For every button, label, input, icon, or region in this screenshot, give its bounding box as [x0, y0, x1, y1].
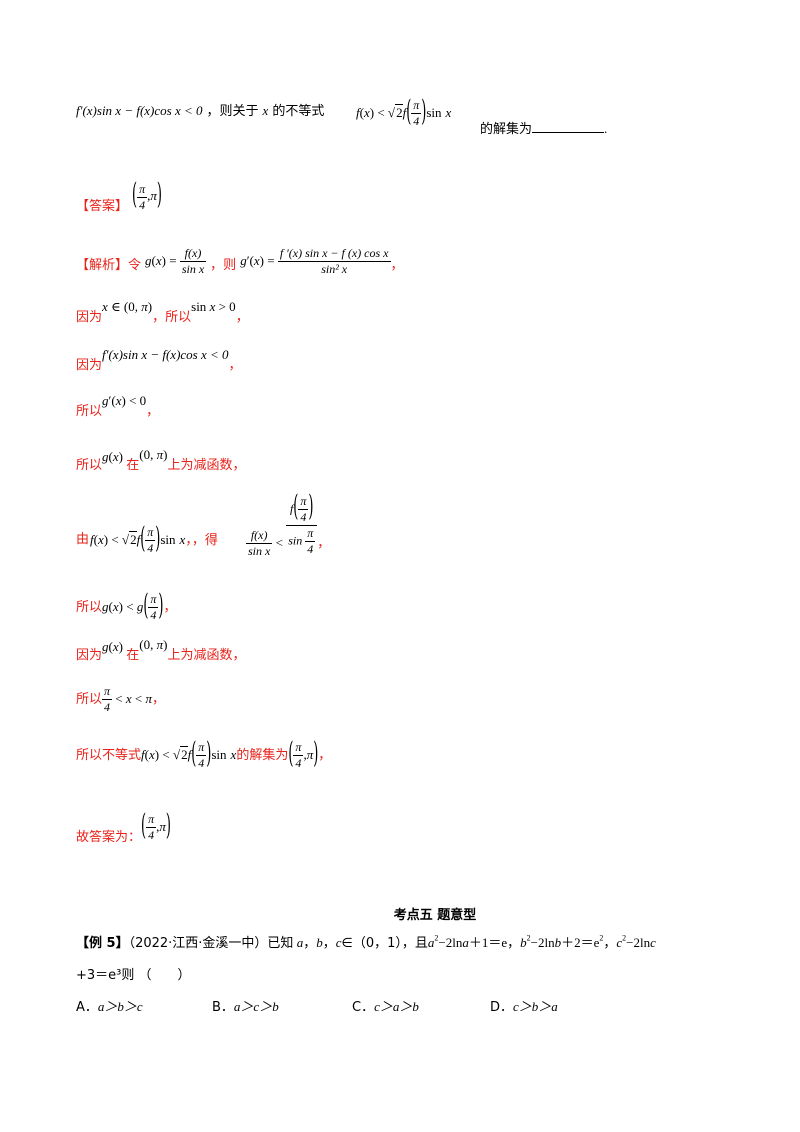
text-suoyi-budengshi: 所以不等式 — [76, 748, 142, 764]
text-ling: 令 — [128, 258, 142, 274]
var-x: x — [262, 103, 269, 118]
analysis-line-4: 所以g′(x) < 0， — [76, 393, 160, 419]
section-title-text: 考点五 题意型 — [393, 908, 477, 923]
text-yinwei-1: 因为 — [76, 310, 103, 325]
text-suoyi-3: 所以 — [76, 458, 103, 473]
question-line: f′(x)sin x − f(x)cos x < 0 ，则关于 x 的不等式 — [76, 100, 324, 120]
example-rest: ，且 — [401, 936, 428, 951]
analysis-ineq-2: f(x) sin x < f(π 4) sin π 4， — [246, 491, 331, 558]
analysis-line-3: 因为f′(x)sin x − f(x)cos x < 0， — [76, 347, 242, 373]
inequality-formula: f(x) < √2f(π 4)sin x — [356, 96, 452, 130]
answer-label: 【答案】 — [76, 199, 129, 215]
analysis-line-6: 由 — [76, 494, 89, 547]
option-b-letter: B． — [212, 1000, 234, 1015]
answer-blank — [532, 120, 605, 133]
options-row: A．a＞b＞c B．a＞c＞b C．c＞a＞b D．c＞b＞a — [76, 996, 776, 1016]
option-d-letter: D． — [490, 1000, 514, 1015]
option-b-text: a＞c＞b — [233, 999, 279, 1014]
text-you: 由 — [76, 532, 90, 547]
text-decreasing-2: 上为减函数 — [167, 648, 233, 663]
text-zai-1: 在 — [126, 458, 140, 473]
analysis-ineq-1: f(x) < √2f(π 4)sin x，，得 — [90, 523, 218, 557]
example-line-1: 【例 5】（2022·江西·金溪一中）已知 a，b，c∈（0，1），且a2−2l… — [76, 933, 656, 951]
analysis-label: 【解析】 — [76, 258, 129, 274]
option-d[interactable]: D．c＞b＞a — [490, 996, 558, 1016]
analysis-line-1: 【解析】令 g(x) = f(x) sin x ，则 g′(x) = f ′(x)… — [76, 246, 404, 276]
text-decreasing-1: 上为减函数 — [167, 458, 233, 473]
option-d-text: c＞b＞a — [513, 999, 558, 1014]
end-dot: . — [604, 121, 608, 136]
analysis-line-9: 所以 π 4 < x < π， — [76, 684, 166, 714]
premise-formula: f′(x)sin x − f(x)cos x < 0 — [76, 103, 203, 118]
example-label: 【例 5】 — [76, 936, 129, 951]
premise-repeat: f′(x)sin x − f(x)cos x < 0 — [102, 347, 229, 362]
analysis-line-2: 因为x ∈ (0, π)，所以sin x > 0， — [76, 299, 249, 325]
text-ze: ，则 — [210, 258, 237, 274]
text-zai-2: 在 — [126, 648, 140, 663]
analysis-line-final: 故答案为：(π 4 ,π) — [76, 810, 171, 846]
text-yinwei-3: 因为 — [76, 648, 103, 663]
example-line2-text: +3＝e³则 （ ） — [76, 968, 191, 983]
example-source: （2022·江西·金溪一中）已知 — [128, 936, 294, 951]
option-c-letter: C． — [352, 1000, 375, 1015]
text-de: ，得 — [191, 533, 218, 549]
text-suoyi-5: 所以 — [76, 692, 103, 708]
text-suoyi-1: 所以 — [165, 310, 192, 325]
option-a-text: a＞b＞c — [97, 999, 143, 1014]
option-b[interactable]: B．a＞c＞b — [212, 996, 279, 1016]
question-text-1: ，则关于 — [206, 104, 259, 119]
text-final: 故答案为： — [76, 830, 142, 846]
option-a[interactable]: A．a＞b＞c — [76, 996, 143, 1016]
text-suoyi-2: 所以 — [76, 404, 103, 419]
question-tail: 的解集为. — [480, 118, 607, 138]
text-suoyi-4: 所以 — [76, 600, 103, 616]
analysis-line-5: 所以g(x) 在(0, π)上为减函数， — [76, 447, 246, 473]
text-ineq-solution: 的解集为 — [236, 748, 289, 764]
option-c-text: c＞a＞b — [374, 999, 419, 1014]
section-title: 考点五 题意型 — [0, 904, 800, 924]
option-a-letter: A． — [76, 1000, 98, 1015]
option-c[interactable]: C．c＞a＞b — [352, 996, 419, 1016]
answer-line: 【答案】 (π 4 ,π) — [76, 179, 162, 215]
analysis-line-7: 所以g(x) < g(π 4)， — [76, 590, 177, 624]
analysis-line-10: 所以不等式f(x) < √2f(π 4)sin x的解集为(π 4 ,π)， — [76, 738, 332, 772]
question-text-2: 的不等式 — [272, 104, 325, 119]
analysis-line-8: 因为g(x) 在(0, π)上为减函数， — [76, 637, 246, 663]
comma-1: ， — [390, 258, 404, 274]
question-text-3: 的解集为 — [480, 122, 533, 137]
example-line-2: +3＝e³则 （ ） — [76, 964, 191, 984]
text-yinwei-2: 因为 — [76, 358, 103, 373]
